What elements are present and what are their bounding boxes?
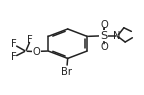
Text: O: O <box>100 42 108 52</box>
Text: F: F <box>11 39 17 49</box>
Text: S: S <box>100 31 107 41</box>
Text: F: F <box>27 35 33 45</box>
Text: Br: Br <box>61 67 72 77</box>
Text: F: F <box>11 52 17 62</box>
Text: O: O <box>33 47 40 57</box>
Text: N: N <box>113 31 121 41</box>
Text: O: O <box>100 20 108 30</box>
